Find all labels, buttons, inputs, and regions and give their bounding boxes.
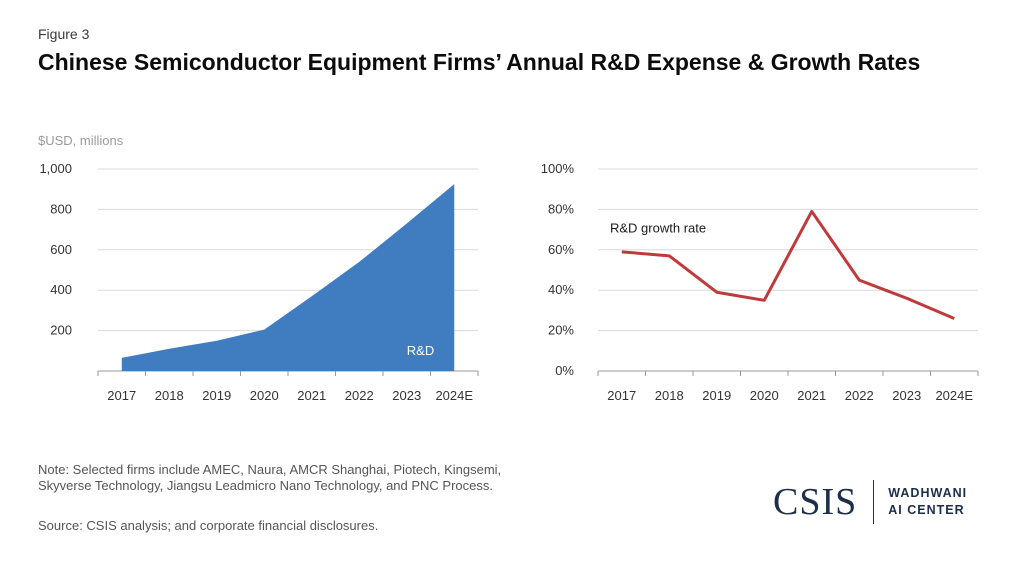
rd-x-tick-label: 2021 [297,388,326,403]
growth-y-tick-label: 100% [541,161,575,176]
growth-y-tick-label: 20% [548,323,574,338]
rd-y-tick-label: 1,000 [39,161,72,176]
logo-line-2: AI CENTER [888,503,965,517]
growth-y-tick-label: 40% [548,282,574,297]
note-text: Note: Selected firms include AMEC, Naura… [38,462,502,493]
rd-y-tick-label: 600 [50,242,72,257]
rd-y-tick-label: 200 [50,323,72,338]
unit-label: $USD, millions [38,133,124,148]
growth-x-tick-label: 2020 [750,388,779,403]
chart-title: Chinese Semiconductor Equipment Firms’ A… [38,49,921,75]
rd-area-series [121,184,455,371]
rd-x-tick-label: 2023 [392,388,421,403]
rd-x-tick-label: 2024E [435,388,473,403]
growth-x-tick-label: 2017 [607,388,636,403]
rd-x-tick-label: 2018 [155,388,184,403]
rd-y-tick-label: 400 [50,282,72,297]
growth-y-tick-label: 60% [548,242,574,257]
growth-y-tick-label: 0% [555,363,574,378]
logo-line-1: WADHWANI [888,486,968,500]
rd-x-tick-label: 2020 [250,388,279,403]
growth-x-tick-label: 2023 [892,388,921,403]
figure-label: Figure 3 [38,26,90,42]
logo-divider [873,480,875,524]
growth-line-series [621,209,955,320]
growth-x-tick-label: 2024E [935,388,973,403]
rd-x-tick-label: 2019 [202,388,231,403]
growth-x-tick-label: 2019 [702,388,731,403]
growth-y-tick-label: 80% [548,201,574,216]
logo-main-text: CSIS [773,481,858,523]
growth-x-tick-label: 2022 [845,388,874,403]
rd-x-tick-label: 2017 [107,388,136,403]
csis-logo: CSIS WADHWANI AI CENTER [773,478,967,526]
growth-x-tick-label: 2021 [797,388,826,403]
growth-x-tick-label: 2018 [655,388,684,403]
growth-series-label: R&D growth rate [610,221,706,236]
rd-series-label: R&D [407,343,434,358]
rd-y-tick-label: 800 [50,201,72,216]
rd-x-tick-label: 2022 [345,388,374,403]
logo-sub-text: WADHWANI AI CENTER [888,485,967,519]
source-text: Source: CSIS analysis; and corporate fin… [38,518,379,533]
